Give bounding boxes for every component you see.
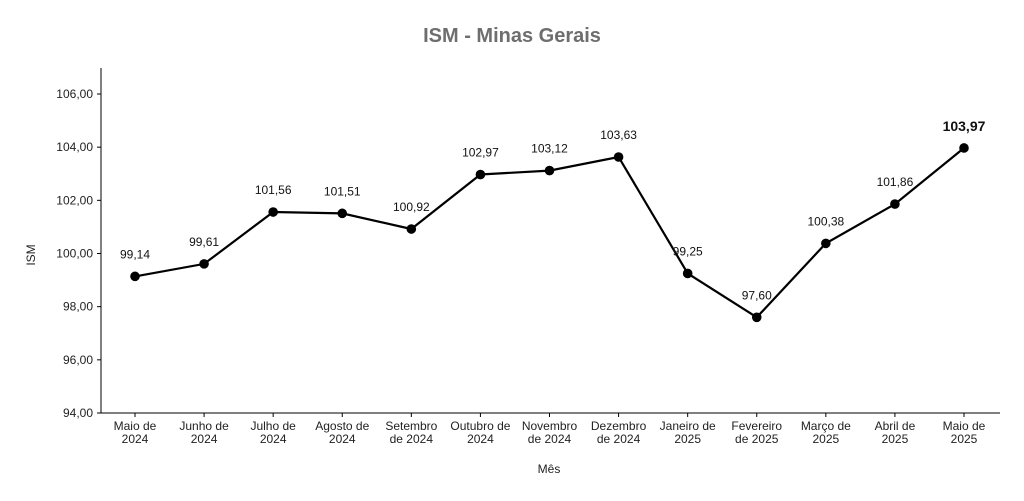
data-point: [268, 207, 278, 217]
data-point: [959, 143, 969, 153]
x-tick-label: Maio de: [114, 419, 157, 433]
x-tick-label: Maio de: [943, 419, 986, 433]
x-axis-label: Mês: [538, 462, 561, 476]
data-label: 100,92: [393, 200, 430, 214]
x-tick-label: Novembro: [522, 419, 578, 433]
x-tick-label: Janeiro de: [660, 419, 716, 433]
x-tick-label: 2025: [674, 432, 701, 446]
data-point: [337, 208, 348, 219]
x-tick-label: 2024: [260, 432, 287, 446]
y-axis-label: ISM: [24, 244, 38, 265]
x-tick-label: Setembro: [385, 419, 437, 433]
data-label: 99,25: [673, 244, 703, 258]
data-point: [751, 312, 762, 323]
data-points: [130, 143, 969, 323]
x-tick-label: 2025: [812, 432, 839, 446]
data-label: 101,56: [255, 183, 292, 197]
x-tick-label: 2024: [122, 432, 149, 446]
x-tick-label: Agosto de: [315, 419, 369, 433]
data-point: [890, 199, 900, 209]
data-point: [475, 169, 486, 180]
y-tick-label: 104,00: [56, 140, 93, 154]
x-tick-label: 2025: [951, 432, 978, 446]
x-tick-label: Julho de: [250, 419, 296, 433]
x-tick-label: Dezembro: [591, 419, 647, 433]
x-tick-label: Junho de: [179, 419, 229, 433]
x-tick-label: 2024: [329, 432, 356, 446]
data-label: 101,51: [324, 184, 361, 198]
x-tick-label: Abril de: [875, 419, 916, 433]
data-point: [406, 224, 417, 234]
data-label: 103,63: [600, 128, 637, 142]
x-tick-label: de 2024: [528, 432, 572, 446]
y-tick-label: 102,00: [56, 193, 93, 207]
data-point: [544, 165, 555, 176]
x-tick-label: 2024: [467, 432, 494, 446]
x-tick-label: de 2024: [597, 432, 641, 446]
y-ticks: 94,00 96,00 98,00 100,00 102,00 104,00 106,00: [56, 87, 101, 420]
y-tick-label: 98,00: [63, 300, 93, 314]
x-tick-label: 2024: [191, 432, 218, 446]
data-point: [130, 271, 140, 282]
y-tick-label: 100,00: [56, 247, 93, 261]
x-tick-label: Outubro de: [450, 419, 510, 433]
y-tick-label: 96,00: [63, 353, 93, 367]
data-point: [613, 152, 624, 162]
data-label: 100,38: [807, 214, 844, 228]
data-label: 103,97: [943, 118, 986, 134]
x-tick-label: 2025: [882, 432, 909, 446]
data-label: 103,12: [531, 142, 568, 156]
data-label: 102,97: [462, 146, 499, 160]
data-point: [682, 268, 693, 279]
y-tick-label: 94,00: [63, 406, 93, 420]
x-tick-label: de 2024: [390, 432, 434, 446]
data-label: 99,61: [189, 235, 219, 249]
x-tick-label: Fevereiro: [731, 419, 782, 433]
data-label: 99,14: [120, 247, 150, 261]
chart-title: ISM - Minas Gerais: [423, 25, 601, 47]
x-tick-label: Março de: [801, 419, 851, 433]
data-label: 97,60: [742, 288, 772, 302]
data-label: 101,86: [877, 175, 914, 189]
y-tick-label: 106,00: [56, 87, 93, 101]
x-tick-label: de 2025: [735, 432, 779, 446]
data-point: [199, 259, 209, 269]
data-labels: 99,14 99,61 101,56 101,51 100,92 102,97 103,12…: [120, 118, 986, 302]
data-point: [821, 238, 831, 249]
